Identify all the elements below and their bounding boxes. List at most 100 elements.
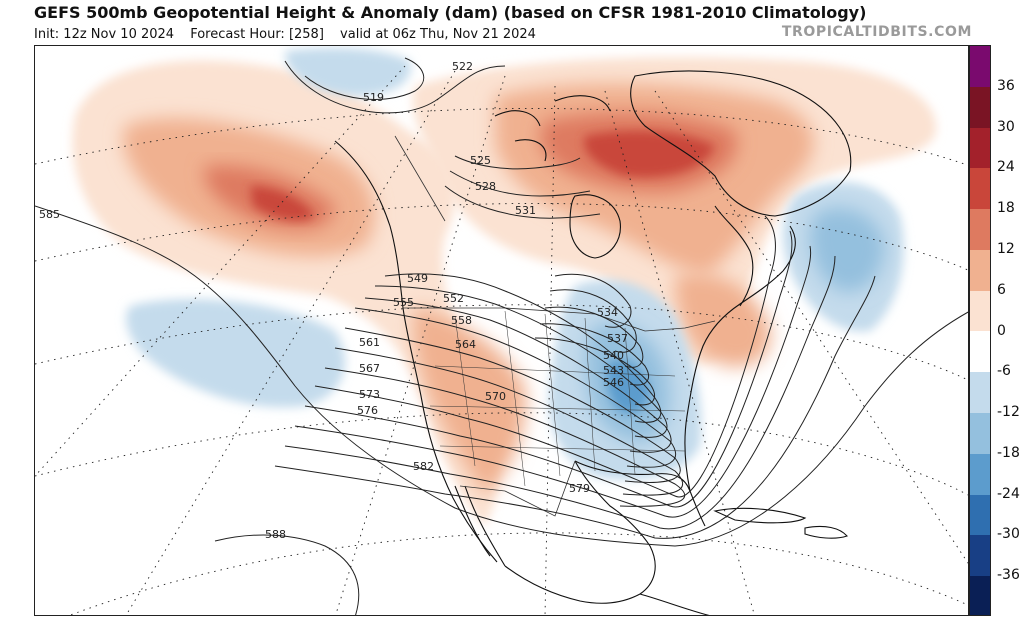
colorbar-bin xyxy=(970,372,990,414)
contour-label-522: 522 xyxy=(452,60,473,73)
contour-label-534: 534 xyxy=(597,306,618,319)
contour-label-582: 582 xyxy=(413,460,434,473)
graticule-lat-5 xyxy=(69,532,968,615)
colorbar-bin xyxy=(970,290,990,332)
contour-label-540: 540 xyxy=(603,349,624,362)
contour-561 xyxy=(344,327,681,483)
contour-522 xyxy=(284,60,506,114)
coastline-central-america xyxy=(639,593,710,615)
colorbar-tick-label: -30 xyxy=(997,526,1020,543)
graticule xyxy=(35,65,968,615)
coastline-us-east xyxy=(684,270,784,492)
anomaly-west-us-ridge xyxy=(413,306,526,496)
contour-552 xyxy=(374,285,668,438)
graticule-lon-6 xyxy=(35,65,406,477)
colorbar-tick-label: -6 xyxy=(997,363,1011,380)
height-anomaly-map: 519 522 525 528 531 534 537 540 543 546 … xyxy=(35,48,968,615)
anomaly-pacific-ridge-center xyxy=(250,186,315,221)
colorbar-tick-label: 6 xyxy=(997,281,1006,298)
colorbar-tick-label: -12 xyxy=(997,404,1020,421)
coastlines xyxy=(334,70,852,615)
negative-anomaly-shading xyxy=(126,48,904,480)
colorbar-tick-label: 30 xyxy=(997,118,1015,135)
anomaly-canada-ridge-core xyxy=(584,130,715,178)
contour-519 xyxy=(304,57,425,100)
contour-543 xyxy=(539,323,649,386)
colorbar-bin xyxy=(970,209,990,250)
border-alaska-canada xyxy=(394,135,446,222)
colorbar-bin xyxy=(970,86,990,128)
contour-label-573: 573 xyxy=(359,388,380,401)
contour-label-549: 549 xyxy=(407,272,428,285)
contour-label-525: 525 xyxy=(470,154,491,167)
height-contours xyxy=(35,57,968,615)
colorbar-bin xyxy=(970,46,990,87)
contour-labels: 519 522 525 528 531 534 537 540 543 546 … xyxy=(39,60,628,541)
coastline-us-gulf xyxy=(574,460,706,527)
contour-label-576: 576 xyxy=(357,404,378,417)
coastline-greenland xyxy=(630,70,852,217)
colorbar-bin xyxy=(970,413,990,454)
graticule-lon-5 xyxy=(654,90,968,564)
contour-576 xyxy=(294,245,812,518)
contour-567 xyxy=(324,367,686,507)
positive-anomaly-shading xyxy=(72,57,937,527)
graticule-lat-4 xyxy=(35,412,968,496)
contour-label-531: 531 xyxy=(515,204,536,217)
border-us-mexico xyxy=(459,460,576,517)
contour-531 xyxy=(444,185,601,219)
colorbar-tick-label: 0 xyxy=(997,322,1006,339)
contour-label-546: 546 xyxy=(603,376,624,389)
init-time: Init: 12z Nov 10 2024 xyxy=(34,27,175,42)
colorbar-bin xyxy=(970,249,990,291)
coastline-mexico-gulf xyxy=(504,460,656,604)
graticule-lon-1 xyxy=(125,70,456,615)
border-us-canada xyxy=(403,307,716,332)
contour-525 xyxy=(454,155,581,170)
map-panel: 519 522 525 528 531 534 537 540 543 546 … xyxy=(34,45,969,616)
contour-label-519: 519 xyxy=(363,91,384,104)
valid-time: valid at 06z Thu, Nov 21 2024 xyxy=(340,27,536,42)
contour-label-528: 528 xyxy=(475,180,496,193)
contour-label-564: 564 xyxy=(455,338,476,351)
colorbar-tick-labels: 36 30 24 18 12 6 0 -6 -12 -18 -24 -30 -36 xyxy=(993,45,1024,616)
coastline-cuba xyxy=(713,507,807,524)
forecast-hour: Forecast Hour: [258] xyxy=(190,27,324,42)
contour-label-585: 585 xyxy=(39,208,60,221)
contour-label-579: 579 xyxy=(569,482,590,495)
colorbar-tick-label: 36 xyxy=(997,77,1015,94)
contour-label-555: 555 xyxy=(393,296,414,309)
colorbar-bin xyxy=(970,127,990,169)
contour-579 xyxy=(284,255,836,530)
colorbar-tick-label: 18 xyxy=(997,200,1015,217)
contour-540 xyxy=(544,306,644,368)
coastline-hispaniola xyxy=(804,525,848,539)
contour-546 xyxy=(534,337,655,406)
anomaly-east-pacific-trough xyxy=(126,299,345,408)
contour-label-543: 543 xyxy=(603,364,624,377)
colorbar-bin xyxy=(970,576,990,615)
contour-558 xyxy=(354,307,676,468)
anomaly-shading xyxy=(72,48,937,527)
anomaly-west-atlantic-trough-inner xyxy=(810,207,885,292)
contour-585 xyxy=(35,205,968,547)
contour-label-567: 567 xyxy=(359,362,380,375)
contour-label-552: 552 xyxy=(443,292,464,305)
colorbar-tick-label: -36 xyxy=(997,567,1020,584)
contour-537 xyxy=(549,289,637,353)
coastline-baja xyxy=(454,485,506,567)
coastline-hudson-bay xyxy=(569,194,621,259)
contour-label-570: 570 xyxy=(485,390,506,403)
contour-564 xyxy=(334,347,684,496)
graticule-lon-4 xyxy=(604,90,755,615)
coastline-arctic-archipelago xyxy=(494,95,611,162)
graticule-lon-3 xyxy=(544,85,556,615)
anomaly-colorbar xyxy=(969,45,991,616)
colorbar-bin xyxy=(970,453,990,495)
colorbar-tick-label: -18 xyxy=(997,444,1020,461)
colorbar-bin xyxy=(970,168,990,210)
forecast-info: Init: 12z Nov 10 2024 Forecast Hour: [25… xyxy=(34,27,548,42)
contour-582 xyxy=(274,275,876,539)
anomaly-atlantic-ridge xyxy=(675,273,771,367)
brand-watermark[interactable]: TROPICALTIDBITS.COM xyxy=(781,24,972,40)
